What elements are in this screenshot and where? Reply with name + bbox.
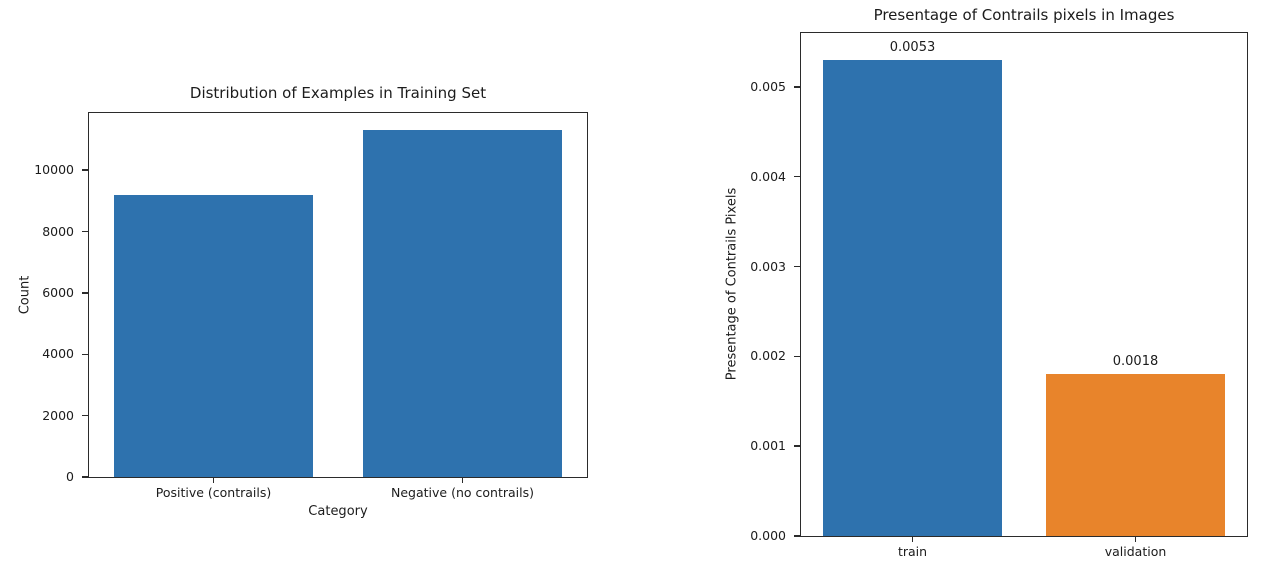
y-tick-label: 10000: [34, 162, 74, 178]
y-tick-label: 4000: [42, 346, 74, 362]
y-tick-label: 0.005: [750, 78, 786, 94]
x-tick-label: train: [897, 544, 928, 559]
right-chart-title: Presentage of Contrails pixels in Images: [873, 6, 1175, 24]
x-tick-mark: [212, 477, 215, 483]
y-tick-label: 0.004: [750, 168, 786, 184]
left-chart-x-axis-label: Category: [308, 504, 368, 519]
y-tick-mark: [81, 230, 88, 233]
y-tick-label: 0.002: [750, 348, 786, 364]
x-tick-mark: [1134, 536, 1137, 542]
x-tick-mark: [461, 477, 464, 483]
y-tick-label: 2000: [42, 407, 74, 423]
x-tick-label: Negative (no contrails): [391, 485, 534, 500]
plot-area-1: 0 2000 4000 6000 8000 10000 Positive (contrail…: [34, 112, 588, 500]
bar-train: [823, 59, 1002, 536]
y-tick-mark: [81, 169, 88, 171]
y-tick-label: 0.000: [750, 528, 786, 543]
y-tick-label: 8000: [42, 223, 74, 239]
bar-value-annotation: 0.0018: [1112, 354, 1159, 370]
y-tick-label: 0.001: [750, 438, 786, 454]
y-tick-label: 0.003: [750, 258, 786, 274]
y-tick-label: 6000: [42, 284, 74, 300]
plot-area-2: 0.000 0.001 0.002 0.003 0.004 0.005 train 0.005…: [750, 32, 1248, 559]
y-tick-mark: [81, 353, 88, 356]
y-tick-mark: [81, 476, 88, 478]
bar-value-annotation: 0.0053: [889, 39, 936, 55]
x-tick-label: validation: [1104, 544, 1167, 559]
y-tick-mark: [81, 414, 88, 417]
y-tick-mark: [793, 535, 800, 537]
bar-positive-contrails-: [113, 194, 314, 477]
left-chart-title: Distribution of Examples in Training Set: [189, 84, 487, 102]
y-tick-mark: [793, 355, 800, 358]
x-tick-label: Positive (contrails): [155, 485, 272, 500]
y-tick-label: 0: [66, 469, 74, 484]
bar-negative-no-contrails-: [362, 130, 563, 477]
y-tick-mark: [793, 265, 800, 268]
y-tick-mark: [793, 86, 800, 88]
y-tick-mark: [793, 445, 800, 447]
y-tick-mark: [81, 292, 88, 294]
bar-validation: [1046, 374, 1225, 536]
x-tick-mark: [911, 536, 914, 542]
y-tick-mark: [793, 175, 800, 178]
